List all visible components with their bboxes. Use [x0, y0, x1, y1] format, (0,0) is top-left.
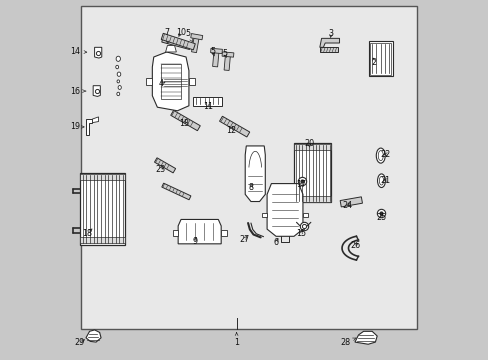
Text: 3: 3: [328, 29, 333, 38]
Text: 22: 22: [379, 150, 389, 159]
Text: 5: 5: [185, 29, 192, 42]
Polygon shape: [244, 146, 265, 202]
Text: 13: 13: [179, 119, 189, 128]
Text: 23: 23: [155, 166, 165, 175]
Text: 10: 10: [175, 28, 185, 37]
Polygon shape: [145, 78, 152, 85]
Bar: [219, 116, 249, 137]
Polygon shape: [93, 86, 100, 96]
Bar: [170, 110, 200, 131]
Polygon shape: [319, 47, 338, 51]
Ellipse shape: [117, 72, 121, 76]
Polygon shape: [172, 230, 178, 236]
Bar: [193, 96, 222, 105]
Bar: [190, 33, 203, 40]
Text: 28: 28: [340, 338, 355, 347]
Polygon shape: [94, 47, 102, 58]
Ellipse shape: [378, 150, 383, 161]
Bar: [162, 36, 191, 49]
Polygon shape: [261, 213, 266, 217]
Text: 21: 21: [379, 176, 389, 185]
Bar: [369, 43, 390, 75]
Bar: [80, 173, 125, 244]
Text: 14: 14: [70, 47, 86, 56]
Bar: [162, 183, 190, 200]
Ellipse shape: [116, 56, 120, 61]
Text: 20: 20: [304, 139, 313, 148]
Text: 25: 25: [376, 213, 386, 222]
Text: 16: 16: [70, 86, 85, 95]
Polygon shape: [161, 64, 181, 99]
Polygon shape: [266, 184, 303, 236]
Polygon shape: [221, 230, 226, 236]
Bar: [161, 33, 195, 50]
Text: 27: 27: [239, 235, 249, 244]
Text: 7: 7: [164, 28, 170, 44]
Polygon shape: [165, 45, 176, 52]
Bar: [293, 143, 331, 202]
Text: 4: 4: [159, 80, 164, 89]
Ellipse shape: [377, 174, 385, 188]
Ellipse shape: [117, 80, 119, 83]
Text: 29: 29: [74, 338, 84, 347]
Polygon shape: [354, 331, 376, 344]
Polygon shape: [303, 213, 308, 217]
Text: 9: 9: [192, 237, 197, 246]
Bar: [80, 237, 125, 243]
Ellipse shape: [117, 92, 120, 96]
Text: 26: 26: [349, 241, 359, 250]
Polygon shape: [178, 220, 221, 244]
Bar: [154, 158, 175, 173]
Polygon shape: [86, 330, 101, 342]
Text: 5: 5: [222, 49, 227, 58]
Polygon shape: [86, 119, 92, 135]
Bar: [368, 41, 392, 76]
Polygon shape: [152, 52, 188, 111]
Text: 6: 6: [273, 238, 278, 247]
Bar: [212, 51, 219, 67]
Text: 5: 5: [210, 47, 215, 56]
Ellipse shape: [379, 176, 383, 185]
Bar: [191, 36, 199, 53]
Bar: [222, 52, 233, 57]
Bar: [80, 174, 125, 180]
Ellipse shape: [118, 86, 121, 89]
Text: 24: 24: [342, 201, 352, 210]
Polygon shape: [92, 117, 99, 123]
Bar: [210, 48, 222, 54]
Polygon shape: [163, 69, 167, 72]
Bar: [293, 144, 331, 149]
Polygon shape: [163, 72, 187, 87]
Bar: [293, 196, 331, 202]
Text: 18: 18: [82, 229, 92, 238]
Text: 2: 2: [371, 58, 376, 67]
Text: 12: 12: [225, 126, 235, 135]
Ellipse shape: [376, 148, 385, 163]
Bar: [340, 197, 362, 207]
Polygon shape: [188, 78, 195, 85]
Text: 17: 17: [296, 180, 305, 189]
Ellipse shape: [116, 65, 119, 69]
Text: 8: 8: [248, 183, 253, 192]
Text: 19: 19: [70, 122, 84, 131]
Text: 1: 1: [234, 333, 239, 347]
Text: 11: 11: [203, 102, 213, 111]
Text: 15: 15: [296, 229, 305, 238]
Polygon shape: [319, 39, 339, 47]
Bar: [224, 54, 230, 71]
